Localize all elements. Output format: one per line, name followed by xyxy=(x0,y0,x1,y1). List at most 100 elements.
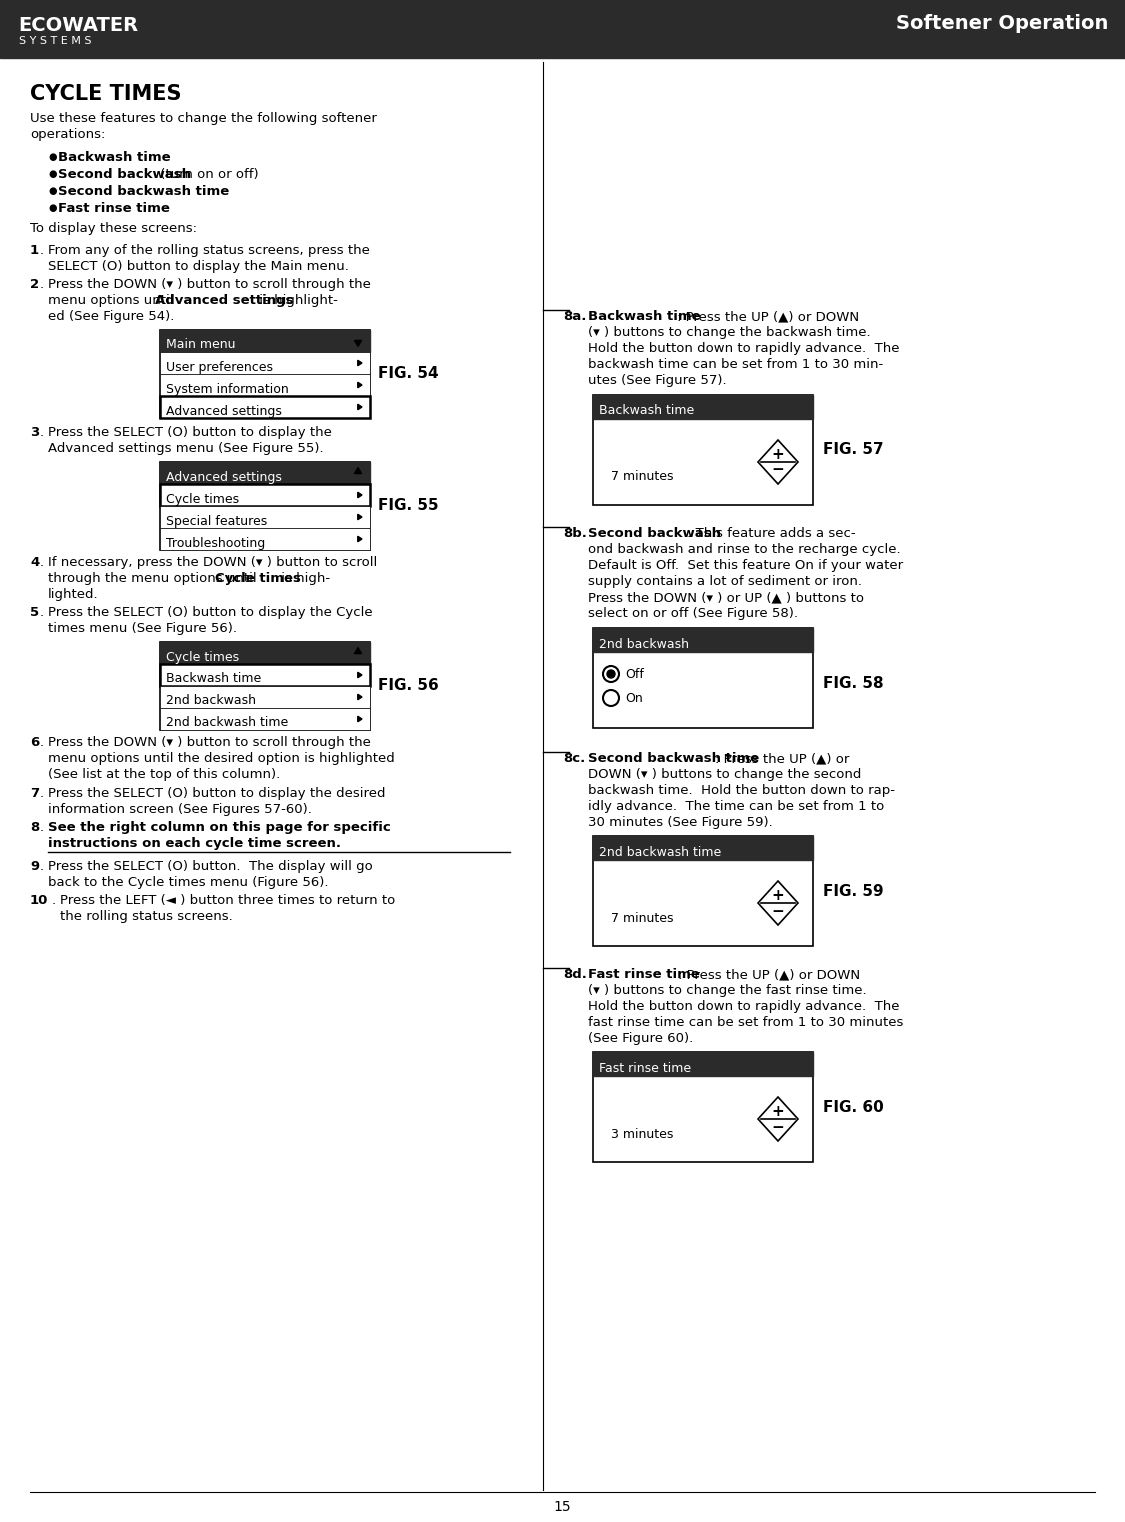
Text: is highlight-: is highlight- xyxy=(255,294,338,307)
Text: lighted.: lighted. xyxy=(48,587,99,601)
Text: .: . xyxy=(40,426,44,438)
Text: Cycle times: Cycle times xyxy=(166,493,240,505)
Text: Backwash time: Backwash time xyxy=(166,673,261,685)
Polygon shape xyxy=(358,514,362,519)
Bar xyxy=(160,463,370,549)
Text: SELECT (O) button to display the Main menu.: SELECT (O) button to display the Main me… xyxy=(48,260,349,272)
Text: (▾ ) buttons to change the backwash time.: (▾ ) buttons to change the backwash time… xyxy=(588,326,871,339)
Polygon shape xyxy=(354,341,361,347)
Text: (See Figure 60).: (See Figure 60). xyxy=(588,1032,693,1046)
Text: select on or off (See Figure 58).: select on or off (See Figure 58). xyxy=(588,607,798,619)
Text: Advanced settings: Advanced settings xyxy=(155,294,294,307)
Text: Fast rinse time: Fast rinse time xyxy=(598,1061,691,1075)
Text: Press the DOWN (▾ ) button to scroll through the: Press the DOWN (▾ ) button to scroll thr… xyxy=(48,279,371,291)
Bar xyxy=(593,396,813,505)
Text: User preferences: User preferences xyxy=(166,361,273,373)
Text: See the right column on this page for specific: See the right column on this page for sp… xyxy=(48,820,390,834)
Text: through the menu options until: through the menu options until xyxy=(48,572,261,584)
Text: supply contains a lot of sediment or iron.: supply contains a lot of sediment or iro… xyxy=(588,575,862,587)
Text: .: . xyxy=(40,737,44,749)
Bar xyxy=(160,708,370,731)
Text: Off: Off xyxy=(626,668,643,682)
Text: .: . xyxy=(52,893,56,907)
Text: Main menu: Main menu xyxy=(166,338,235,352)
Text: ond backwash and rinse to the recharge cycle.: ond backwash and rinse to the recharge c… xyxy=(588,543,901,556)
Bar xyxy=(593,629,813,728)
Text: Hold the button down to rapidly advance.  The: Hold the button down to rapidly advance.… xyxy=(588,1000,900,1014)
Bar xyxy=(160,330,370,419)
Text: backwash time.  Hold the button down to rap-: backwash time. Hold the button down to r… xyxy=(588,784,896,798)
Text: DOWN (▾ ) buttons to change the second: DOWN (▾ ) buttons to change the second xyxy=(588,769,862,781)
Text: 8b.: 8b. xyxy=(562,527,587,540)
Text: −: − xyxy=(772,904,784,918)
Text: .: . xyxy=(40,556,44,569)
Bar xyxy=(160,505,370,528)
Text: information screen (See Figures 57-60).: information screen (See Figures 57-60). xyxy=(48,804,312,816)
Text: Advanced settings: Advanced settings xyxy=(166,470,282,484)
Text: Press the SELECT (O) button.  The display will go: Press the SELECT (O) button. The display… xyxy=(48,860,372,874)
Text: backwash time can be set from 1 to 30 min-: backwash time can be set from 1 to 30 mi… xyxy=(588,358,883,371)
Text: Advanced settings: Advanced settings xyxy=(166,405,282,417)
Text: Cycle times: Cycle times xyxy=(166,650,240,664)
Polygon shape xyxy=(358,492,362,498)
Text: ed (See Figure 54).: ed (See Figure 54). xyxy=(48,310,174,323)
Bar xyxy=(160,463,370,484)
Text: CYCLE TIMES: CYCLE TIMES xyxy=(30,84,181,103)
Circle shape xyxy=(608,670,615,677)
Text: Press the SELECT (O) button to display the Cycle: Press the SELECT (O) button to display t… xyxy=(48,606,372,619)
Text: .: . xyxy=(40,244,44,257)
Polygon shape xyxy=(354,467,361,473)
Bar xyxy=(160,664,370,686)
Text: Press the LEFT (◄ ) button three times to return to: Press the LEFT (◄ ) button three times t… xyxy=(60,893,395,907)
Text: 7: 7 xyxy=(30,787,39,801)
Text: 30 minutes (See Figure 59).: 30 minutes (See Figure 59). xyxy=(588,816,773,829)
Text: .: . xyxy=(40,820,44,834)
Bar xyxy=(160,330,370,352)
Text: : Press the UP (▲) or: : Press the UP (▲) or xyxy=(716,752,849,766)
Text: menu options until: menu options until xyxy=(48,294,178,307)
Text: If necessary, press the DOWN (▾ ) button to scroll: If necessary, press the DOWN (▾ ) button… xyxy=(48,556,377,569)
Text: 6: 6 xyxy=(30,737,39,749)
Text: Press the DOWN (▾ ) button to scroll through the: Press the DOWN (▾ ) button to scroll thr… xyxy=(48,737,371,749)
Text: Press the SELECT (O) button to display the: Press the SELECT (O) button to display t… xyxy=(48,426,332,438)
Text: −: − xyxy=(772,463,784,478)
Bar xyxy=(593,1052,813,1076)
Text: 8c.: 8c. xyxy=(562,752,585,766)
Text: S Y S T E M S: S Y S T E M S xyxy=(19,37,91,46)
Text: Troubleshooting: Troubleshooting xyxy=(166,536,266,549)
Text: 9: 9 xyxy=(30,860,39,874)
Text: is high-: is high- xyxy=(277,572,330,584)
Text: On: On xyxy=(626,693,642,706)
Text: Backwash time: Backwash time xyxy=(588,310,701,323)
Polygon shape xyxy=(358,361,362,365)
Text: 8d.: 8d. xyxy=(562,968,587,982)
Text: Second backwash: Second backwash xyxy=(588,527,721,540)
Text: Backwash time: Backwash time xyxy=(598,405,694,417)
Text: FIG. 57: FIG. 57 xyxy=(824,443,883,458)
Text: utes (See Figure 57).: utes (See Figure 57). xyxy=(588,374,727,387)
Text: Second backwash time: Second backwash time xyxy=(58,186,230,198)
Text: 5: 5 xyxy=(30,606,39,619)
Text: Use these features to change the following softener: Use these features to change the followi… xyxy=(30,113,377,125)
Text: Default is Off.  Set this feature On if your water: Default is Off. Set this feature On if y… xyxy=(588,559,903,572)
Text: FIG. 55: FIG. 55 xyxy=(378,499,439,513)
Text: From any of the rolling status screens, press the: From any of the rolling status screens, … xyxy=(48,244,370,257)
Text: 2nd backwash time: 2nd backwash time xyxy=(598,846,721,858)
Text: 7 minutes: 7 minutes xyxy=(611,912,674,924)
Text: FIG. 54: FIG. 54 xyxy=(378,367,439,382)
Text: Second backwash: Second backwash xyxy=(58,167,191,181)
Text: (See list at the top of this column).: (See list at the top of this column). xyxy=(48,769,280,781)
Text: Special features: Special features xyxy=(166,514,268,528)
Text: Fast rinse time: Fast rinse time xyxy=(58,202,170,215)
Text: +: + xyxy=(772,1105,784,1119)
Text: 2nd backwash: 2nd backwash xyxy=(598,638,688,650)
Text: To display these screens:: To display these screens: xyxy=(30,222,197,234)
Text: back to the Cycle times menu (Figure 56).: back to the Cycle times menu (Figure 56)… xyxy=(48,877,328,889)
Polygon shape xyxy=(358,694,362,700)
Text: 10: 10 xyxy=(30,893,48,907)
Text: +: + xyxy=(772,889,784,903)
Text: 4: 4 xyxy=(30,556,39,569)
Text: operations:: operations: xyxy=(30,128,106,142)
Bar xyxy=(0,0,1125,58)
Text: 2: 2 xyxy=(30,279,39,291)
